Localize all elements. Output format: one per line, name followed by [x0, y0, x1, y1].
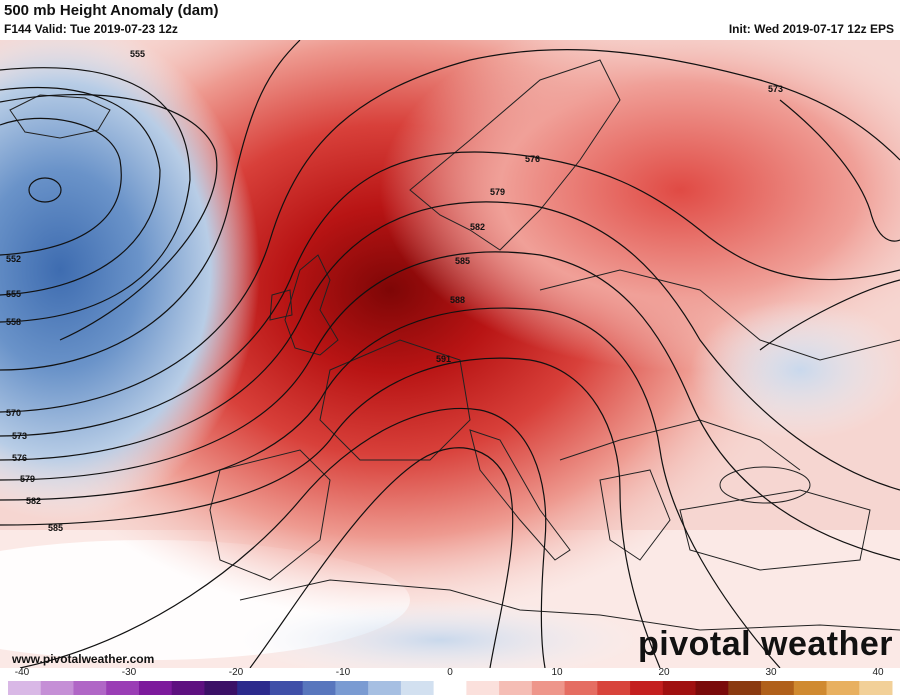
contour-label: 588 [450, 295, 465, 305]
negative-anomaly-east [690, 300, 900, 440]
colorbar-swatch [597, 681, 631, 695]
contour-label: 582 [26, 496, 41, 506]
colorbar-swatch [40, 681, 74, 695]
colorbar-tick-label: -10 [335, 667, 351, 678]
colorbar-swatch [793, 681, 828, 695]
colorbar-swatch [859, 681, 893, 695]
balkans-outline [599, 469, 671, 561]
init-time: Init: Wed 2019-07-17 12z EPS [728, 22, 894, 36]
contour-label: 579 [490, 187, 505, 197]
colorbar-tick-label: -30 [121, 667, 137, 678]
colorbar-tick-label: 30 [765, 667, 777, 678]
website-label: www.pivotalweather.com [12, 652, 155, 666]
contour-label: 558 [6, 317, 21, 327]
colorbar-swatch [204, 681, 238, 695]
eastern-europe-line [539, 269, 900, 361]
colorbar-swatch [335, 681, 369, 695]
colorbar-swatch [761, 681, 795, 695]
contour-label: 576 [525, 154, 540, 164]
colorbar [8, 681, 893, 695]
colorbar-swatch [237, 681, 271, 695]
brand-logo: pivotal weather [638, 625, 894, 663]
contour-label: 591 [436, 354, 451, 364]
colorbar-labels: -40 -30 -20 -10 0 10 20 30 40 [0, 667, 900, 681]
colorbar-tick-label: -20 [228, 667, 244, 678]
colorbar-swatch [499, 681, 533, 695]
coastlines [9, 59, 900, 631]
colorbar-swatch [302, 681, 336, 695]
britain-outline [284, 254, 339, 356]
contour-label: 573 [12, 431, 27, 441]
colorbar-swatch [138, 681, 173, 695]
contour-labels: 555 573 576 579 582 585 588 591 552 555 … [6, 49, 783, 533]
colorbar-swatch [400, 681, 435, 695]
positive-anomaly-east [380, 40, 900, 370]
colorbar-swatch [433, 681, 467, 695]
colorbar-swatch [564, 681, 598, 695]
scandinavia-outline [409, 59, 621, 251]
colorbar-tick-label: 10 [551, 667, 563, 678]
iberia-outline [209, 449, 331, 581]
colorbar-swatch [531, 681, 566, 695]
france-outline [319, 339, 471, 461]
colorbar-tick-label: -40 [14, 667, 30, 678]
header-bar: 500 mb Height Anomaly (dam) F144 Valid: … [0, 0, 900, 40]
contour-label: 576 [12, 453, 27, 463]
contour-label: 552 [6, 254, 21, 264]
colorbar-swatch [368, 681, 402, 695]
colorbar-swatch [8, 681, 42, 695]
colorbar-swatch [106, 681, 140, 695]
colorbar-tick-label: 40 [872, 667, 884, 678]
colorbar-swatch [466, 681, 500, 695]
colorbar-tick-label: 20 [658, 667, 670, 678]
colorbar-swatch [269, 681, 304, 695]
colorbar-swatch [73, 681, 107, 695]
north-africa-coast [239, 579, 900, 631]
anomaly-map: 555 573 576 579 582 585 588 591 552 555 … [0, 40, 900, 668]
contour-label: 585 [455, 256, 470, 266]
italy-outline [469, 429, 571, 561]
map-title: 500 mb Height Anomaly (dam) [4, 2, 219, 19]
colorbar-swatch [826, 681, 860, 695]
contour-label: 579 [20, 474, 35, 484]
contour-label: 555 [6, 289, 21, 299]
colorbar-tick-label: 0 [447, 667, 453, 678]
negative-anomaly-field [0, 40, 260, 520]
colorbar-swatch [662, 681, 697, 695]
height-contours [0, 40, 900, 668]
black-sea-outline [719, 466, 811, 504]
contour-label: 582 [470, 222, 485, 232]
colorbar-swatch [171, 681, 205, 695]
colorbar-swatch [630, 681, 664, 695]
turkey-outline [679, 489, 871, 571]
valid-time: F144 Valid: Tue 2019-07-23 12z [4, 22, 178, 36]
colorbar-swatch [695, 681, 729, 695]
contour-label: 570 [6, 408, 21, 418]
contour-label: 555 [130, 49, 145, 59]
colorbar-swatch [728, 681, 762, 695]
contour-label: 573 [768, 84, 783, 94]
contour-label: 585 [48, 523, 63, 533]
